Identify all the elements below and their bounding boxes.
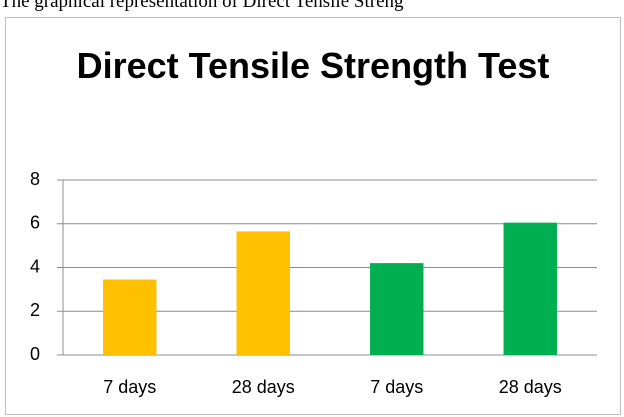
x-tick-label: 28 days — [499, 377, 562, 397]
x-tick-label: 7 days — [370, 377, 423, 397]
x-tick-label: 28 days — [232, 377, 295, 397]
caption: The graphical representation of Direct T… — [0, 0, 404, 12]
bar — [370, 263, 424, 355]
x-tick-label: 7 days — [103, 377, 156, 397]
bar — [236, 231, 290, 355]
bar — [103, 279, 157, 355]
y-tick-label: 8 — [30, 169, 40, 189]
bar — [503, 222, 557, 355]
chart-title: Direct Tensile Strength Test — [76, 45, 550, 86]
chart-frame — [5, 17, 621, 415]
y-tick-label: 0 — [30, 344, 40, 364]
y-tick-label: 6 — [30, 213, 40, 233]
y-tick-label: 4 — [30, 256, 40, 276]
y-tick-label: 2 — [30, 300, 40, 320]
